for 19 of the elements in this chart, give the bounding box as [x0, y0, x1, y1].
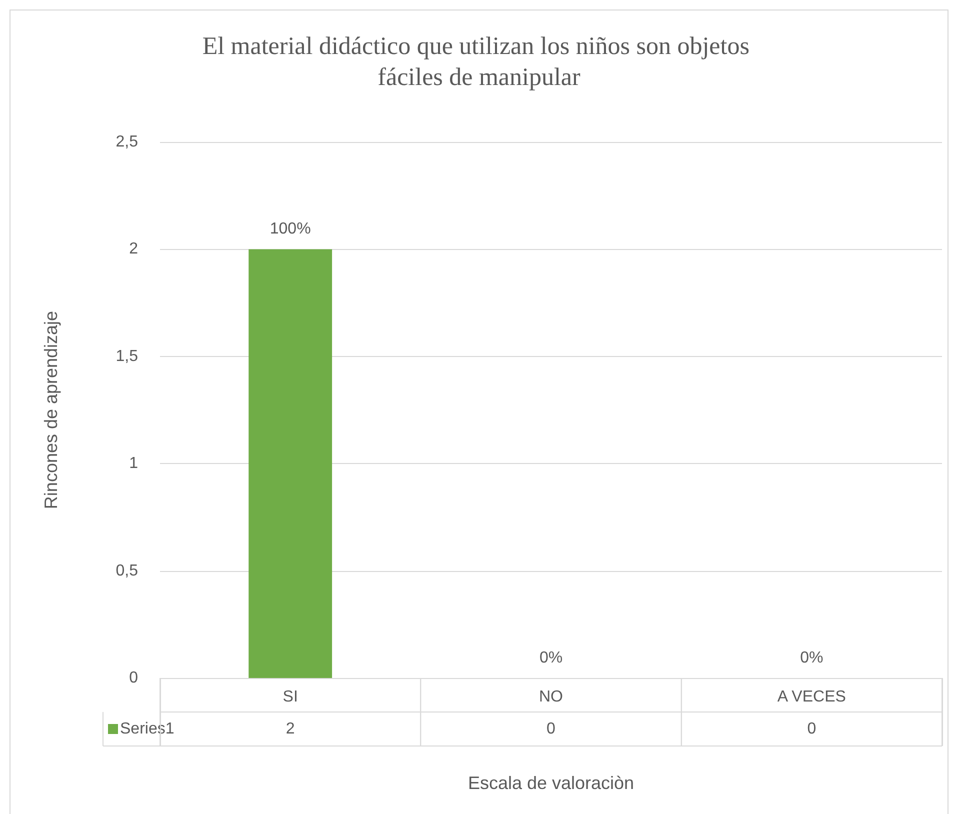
data-label: 0	[546, 720, 556, 738]
annotation: 100%	[270, 220, 311, 238]
y-tick-label: 1	[129, 455, 138, 472]
y-tick-label: 0	[129, 670, 138, 686]
x-tick-label: SI	[282, 688, 298, 706]
y-tick-label: 1,5	[116, 348, 138, 365]
data-label: 0	[807, 720, 816, 738]
annotation: 0%	[800, 650, 824, 666]
chart-title: El material didáctico que utilizan los niños son objetos fáciles de manipular	[202, 33, 756, 91]
x-axis-title: Escala de valoraciòn	[468, 773, 634, 793]
y-axis-title: Rincones de aprendizaje	[41, 310, 61, 510]
x-tick-label: NO	[539, 688, 563, 706]
y-tick-label: 2	[129, 240, 138, 258]
x-tick-label: A VECES	[777, 688, 846, 706]
data-label: 2	[286, 720, 295, 738]
legend-label: Series1	[120, 720, 174, 738]
annotation: 0%	[539, 650, 563, 666]
y-tick-label: 0,5	[116, 562, 138, 580]
y-tick-label: 2,5	[116, 134, 138, 150]
